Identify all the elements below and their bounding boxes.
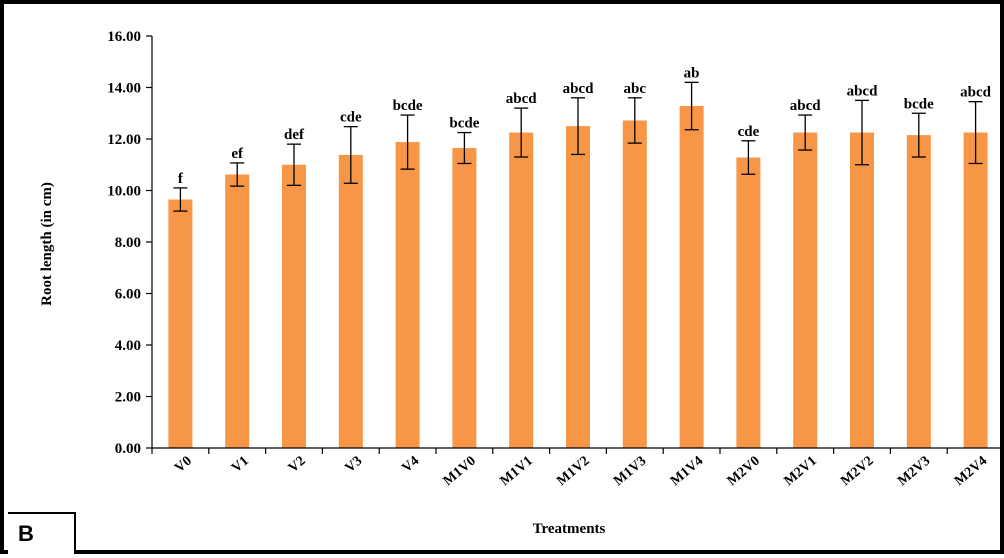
significance-letter: ab [684,65,700,81]
x-tick-label: M2V4 [952,454,990,489]
bar [566,126,590,448]
significance-letters: f ef def cde bcde bcde abcd abcd abc ab cde abcd abc… [178,65,992,187]
x-tick-label: M1V0 [441,454,479,489]
significance-letter: abcd [790,98,822,114]
bar [338,154,363,448]
x-tick-label: V3 [343,454,366,476]
significance-letter: abcd [563,81,595,97]
bar [793,132,818,448]
x-tick-label: M2V3 [895,454,933,489]
panel-label: B [8,512,76,554]
significance-letter: abcd [960,85,992,101]
bar [850,132,874,448]
y-tick-label: 0.00 [115,441,141,457]
x-tick-label: M1V2 [554,454,592,489]
x-tick-label: M1V3 [611,454,649,489]
y-tick-label: 6.00 [115,287,141,303]
x-tick-label: M1V4 [668,454,706,489]
x-tick-label: V2 [286,454,309,476]
y-tick-label: 4.00 [115,338,141,354]
x-tick-label: V0 [172,454,195,476]
y-axis-ticks: 0.00 2.00 4.00 6.00 8.00 10.00 12.00 14.00 16.00 [107,29,152,457]
significance-letter: cde [738,124,760,140]
x-tick-label: M2V2 [838,454,876,489]
x-tick-label: M1V1 [498,454,536,489]
y-tick-label: 16.00 [107,29,141,45]
significance-letter: abcd [506,91,538,107]
significance-letter: abc [624,81,647,97]
bar [168,199,193,448]
bars [168,106,988,449]
bar [963,132,988,448]
x-tick-label: V4 [399,454,422,476]
x-tick-label: M2V0 [725,454,763,489]
significance-letter: bcde [393,98,423,114]
bar [906,135,931,448]
significance-letter: ef [231,146,244,162]
y-tick-label: 8.00 [115,235,141,251]
bar [736,157,761,449]
significance-letter: cde [340,110,362,126]
bar [395,142,420,448]
bar-chart: 0.00 2.00 4.00 6.00 8.00 10.00 12.00 14.00 16.00… [39,29,1004,537]
x-tick-label: M2V1 [782,454,820,489]
bar [282,164,306,448]
x-axis-ticks: V0 V1 V2 V3 V4 M1V0 M1V1 M1V2 M1V3 M1V4 M2V0 M2V1 M2… [151,448,1004,489]
bar [679,106,704,448]
bar [225,174,250,448]
bar [509,132,534,448]
significance-letter: def [284,127,305,143]
y-tick-label: 12.00 [107,132,141,148]
error-bars [173,81,983,212]
y-tick-label: 10.00 [107,184,141,200]
x-axis-title: Treatments [533,521,606,537]
bar [452,148,477,448]
significance-letter: abcd [847,83,879,99]
significance-letter: f [178,171,184,187]
y-axis-title: Root length (in cm) [39,182,55,306]
bar [622,120,647,449]
y-tick-label: 14.00 [107,81,141,97]
significance-letter: bcde [449,116,479,132]
significance-letter: bcde [904,96,934,112]
x-tick-label: V1 [229,454,252,476]
y-tick-label: 2.00 [115,390,141,406]
